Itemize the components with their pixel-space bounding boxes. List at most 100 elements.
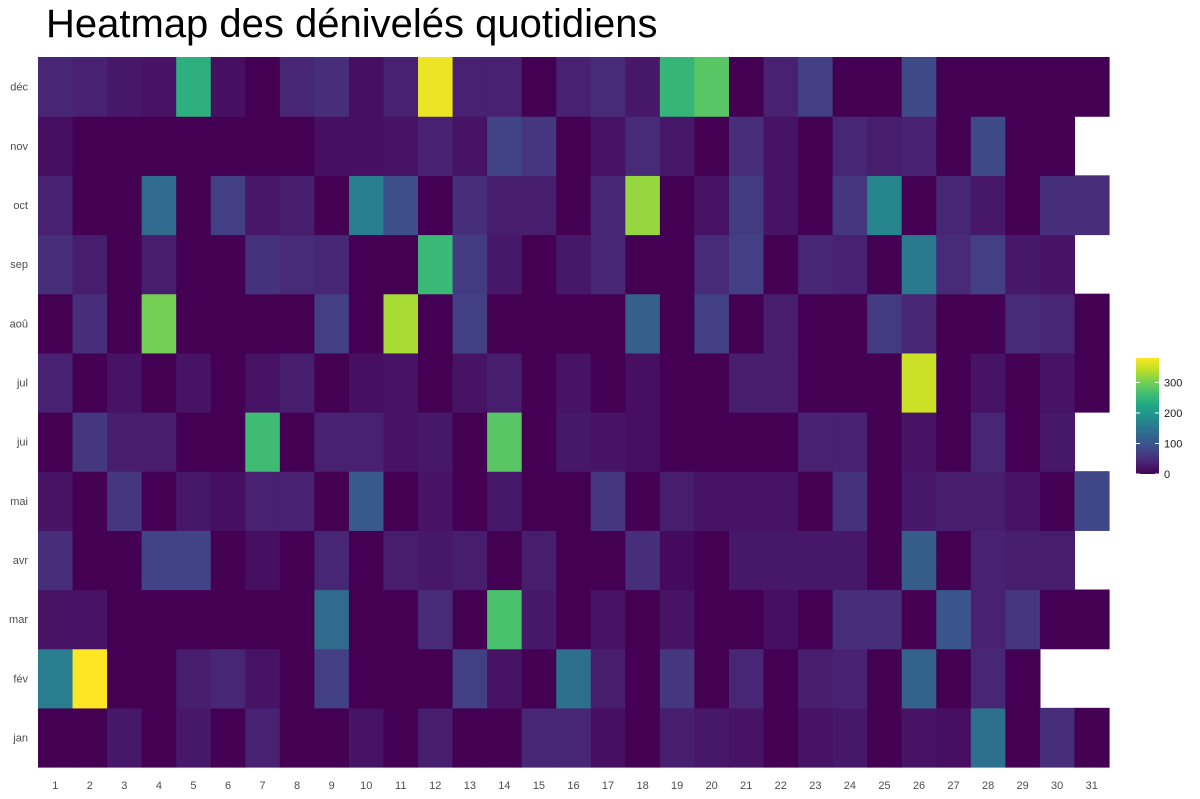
heatmap-cell-déc-17 bbox=[590, 57, 626, 117]
x-tick-label: 26 bbox=[913, 780, 925, 792]
heatmap-cell-mai-13 bbox=[452, 471, 488, 531]
heatmap-cell-oct-19 bbox=[659, 175, 696, 236]
heatmap-cell-déc-26 bbox=[901, 57, 937, 117]
heatmap-cell-jul-23 bbox=[798, 352, 834, 413]
heatmap-cell-nov-29 bbox=[1005, 116, 1041, 176]
heatmap-cell-mar-4 bbox=[141, 589, 177, 650]
heatmap-cell-oct-15 bbox=[521, 175, 557, 236]
heatmap-cell-mar-27 bbox=[936, 589, 972, 650]
heatmap-cell-oct-3 bbox=[107, 175, 143, 236]
heatmap-cell-avr-21 bbox=[728, 530, 765, 591]
heatmap-cell-sep-10 bbox=[348, 234, 385, 295]
heatmap-cell-jan-23 bbox=[798, 707, 834, 768]
x-tick-label: 17 bbox=[602, 780, 614, 792]
heatmap-cell-mar-29 bbox=[1005, 589, 1041, 650]
heatmap-cell-fév-14 bbox=[487, 648, 523, 709]
heatmap-cell-jan-26 bbox=[901, 707, 937, 768]
heatmap-cell-nov-13 bbox=[452, 116, 488, 176]
heatmap-cell-aoû-16 bbox=[556, 293, 592, 354]
heatmap-cell-aoû-26 bbox=[901, 293, 937, 354]
heatmap-cell-mar-30 bbox=[1039, 589, 1076, 650]
heatmap-cell-sep-24 bbox=[832, 234, 868, 295]
heatmap-cell-sep-4 bbox=[141, 234, 177, 295]
heatmap-cell-nov-20 bbox=[694, 116, 730, 176]
heatmap-cell-jui-6 bbox=[210, 412, 246, 472]
heatmap-cell-jan-7 bbox=[245, 707, 281, 768]
heatmap-cell-jan-17 bbox=[590, 707, 626, 768]
x-tick-label: 28 bbox=[982, 780, 994, 792]
heatmap-cell-avr-1 bbox=[38, 530, 74, 591]
heatmap-cell-fév-11 bbox=[383, 648, 419, 709]
heatmap-cell-jan-1 bbox=[38, 707, 74, 768]
heatmap-cell-mar-31 bbox=[1074, 589, 1110, 650]
heatmap-cell-jan-15 bbox=[521, 707, 557, 768]
heatmap-cell-fév-13 bbox=[452, 648, 488, 709]
heatmap-cell-sep-13 bbox=[452, 234, 488, 295]
heatmap-cell-avr-7 bbox=[245, 530, 281, 591]
y-tick-label: déc bbox=[10, 82, 28, 94]
heatmap-cell-déc-12 bbox=[418, 57, 454, 117]
heatmap-cell-jan-24 bbox=[832, 707, 868, 768]
y-tick-label: mai bbox=[10, 496, 28, 508]
heatmap-cell-mai-28 bbox=[970, 471, 1006, 531]
heatmap-cell-jui-20 bbox=[694, 412, 730, 472]
heatmap-cell-nov-25 bbox=[867, 116, 903, 176]
heatmap-cell-jul-28 bbox=[970, 352, 1006, 413]
heatmap-cell-fév-18 bbox=[625, 648, 661, 709]
heatmap-cell-déc-22 bbox=[763, 57, 799, 117]
heatmap-cell-jan-22 bbox=[763, 707, 799, 768]
heatmap-cell-sep-25 bbox=[867, 234, 903, 295]
heatmap-cell-jan-9 bbox=[314, 707, 350, 768]
heatmap-cell-nov-6 bbox=[210, 116, 246, 176]
heatmap-cell-fév-26 bbox=[901, 648, 937, 709]
heatmap-cell-avr-9 bbox=[314, 530, 350, 591]
heatmap-cell-avr-3 bbox=[107, 530, 143, 591]
heatmap-cell-fév-19 bbox=[659, 648, 696, 709]
heatmap-cell-jul-9 bbox=[314, 352, 350, 413]
heatmap-cell-mai-17 bbox=[590, 471, 626, 531]
legend-tick-label: 200 bbox=[1164, 408, 1182, 420]
x-tick-label: 1 bbox=[52, 780, 58, 792]
heatmap-cell-déc-5 bbox=[176, 57, 212, 117]
heatmap-cell-déc-20 bbox=[694, 57, 730, 117]
y-tick-label: oct bbox=[13, 200, 28, 212]
heatmap-cell-mar-21 bbox=[728, 589, 765, 650]
heatmap-cell-jui-28 bbox=[970, 412, 1006, 472]
heatmap-cell-déc-15 bbox=[521, 57, 557, 117]
heatmap-cell-jui-18 bbox=[625, 412, 661, 472]
heatmap-cell-oct-14 bbox=[487, 175, 523, 236]
heatmap-cell-aoû-27 bbox=[936, 293, 972, 354]
heatmap-cell-jan-30 bbox=[1039, 707, 1076, 768]
x-tick-label: 6 bbox=[225, 780, 231, 792]
heatmap-cell-jan-2 bbox=[72, 707, 108, 768]
heatmap-cell-jui-27 bbox=[936, 412, 972, 472]
heatmap-cell-mai-3 bbox=[107, 471, 143, 531]
heatmap-cell-avr-17 bbox=[590, 530, 626, 591]
heatmap-cell-déc-13 bbox=[452, 57, 488, 117]
heatmap-cell-jui-12 bbox=[418, 412, 454, 472]
heatmap-cell-jan-14 bbox=[487, 707, 523, 768]
heatmap-cell-oct-13 bbox=[452, 175, 488, 236]
heatmap-cell-aoû-7 bbox=[245, 293, 281, 354]
heatmap-cell-jui-11 bbox=[383, 412, 419, 472]
heatmap-cell-avr-29 bbox=[1005, 530, 1041, 591]
heatmap-cell-aoû-11 bbox=[383, 293, 419, 354]
heatmap-cell-sep-30 bbox=[1039, 234, 1076, 295]
heatmap-cell-nov-2 bbox=[72, 116, 108, 176]
x-tick-label: 14 bbox=[498, 780, 510, 792]
heatmap-cell-mai-23 bbox=[798, 471, 834, 531]
heatmap-cell-jul-31 bbox=[1074, 352, 1110, 413]
heatmap-cell-jul-24 bbox=[832, 352, 868, 413]
heatmap-cell-jul-5 bbox=[176, 352, 212, 413]
heatmap-cell-jan-19 bbox=[659, 707, 696, 768]
heatmap-cell-avr-26 bbox=[901, 530, 937, 591]
heatmap-cell-oct-31 bbox=[1074, 175, 1110, 236]
heatmap-cell-nov-1 bbox=[38, 116, 74, 176]
heatmap-cell-sep-22 bbox=[763, 234, 799, 295]
heatmap-cell-sep-19 bbox=[659, 234, 696, 295]
heatmap-cell-jui-9 bbox=[314, 412, 350, 472]
heatmap-cell-aoû-19 bbox=[659, 293, 696, 354]
y-tick-label: avr bbox=[13, 555, 29, 567]
heatmap-cell-déc-3 bbox=[107, 57, 143, 117]
heatmap-cell-oct-4 bbox=[141, 175, 177, 236]
